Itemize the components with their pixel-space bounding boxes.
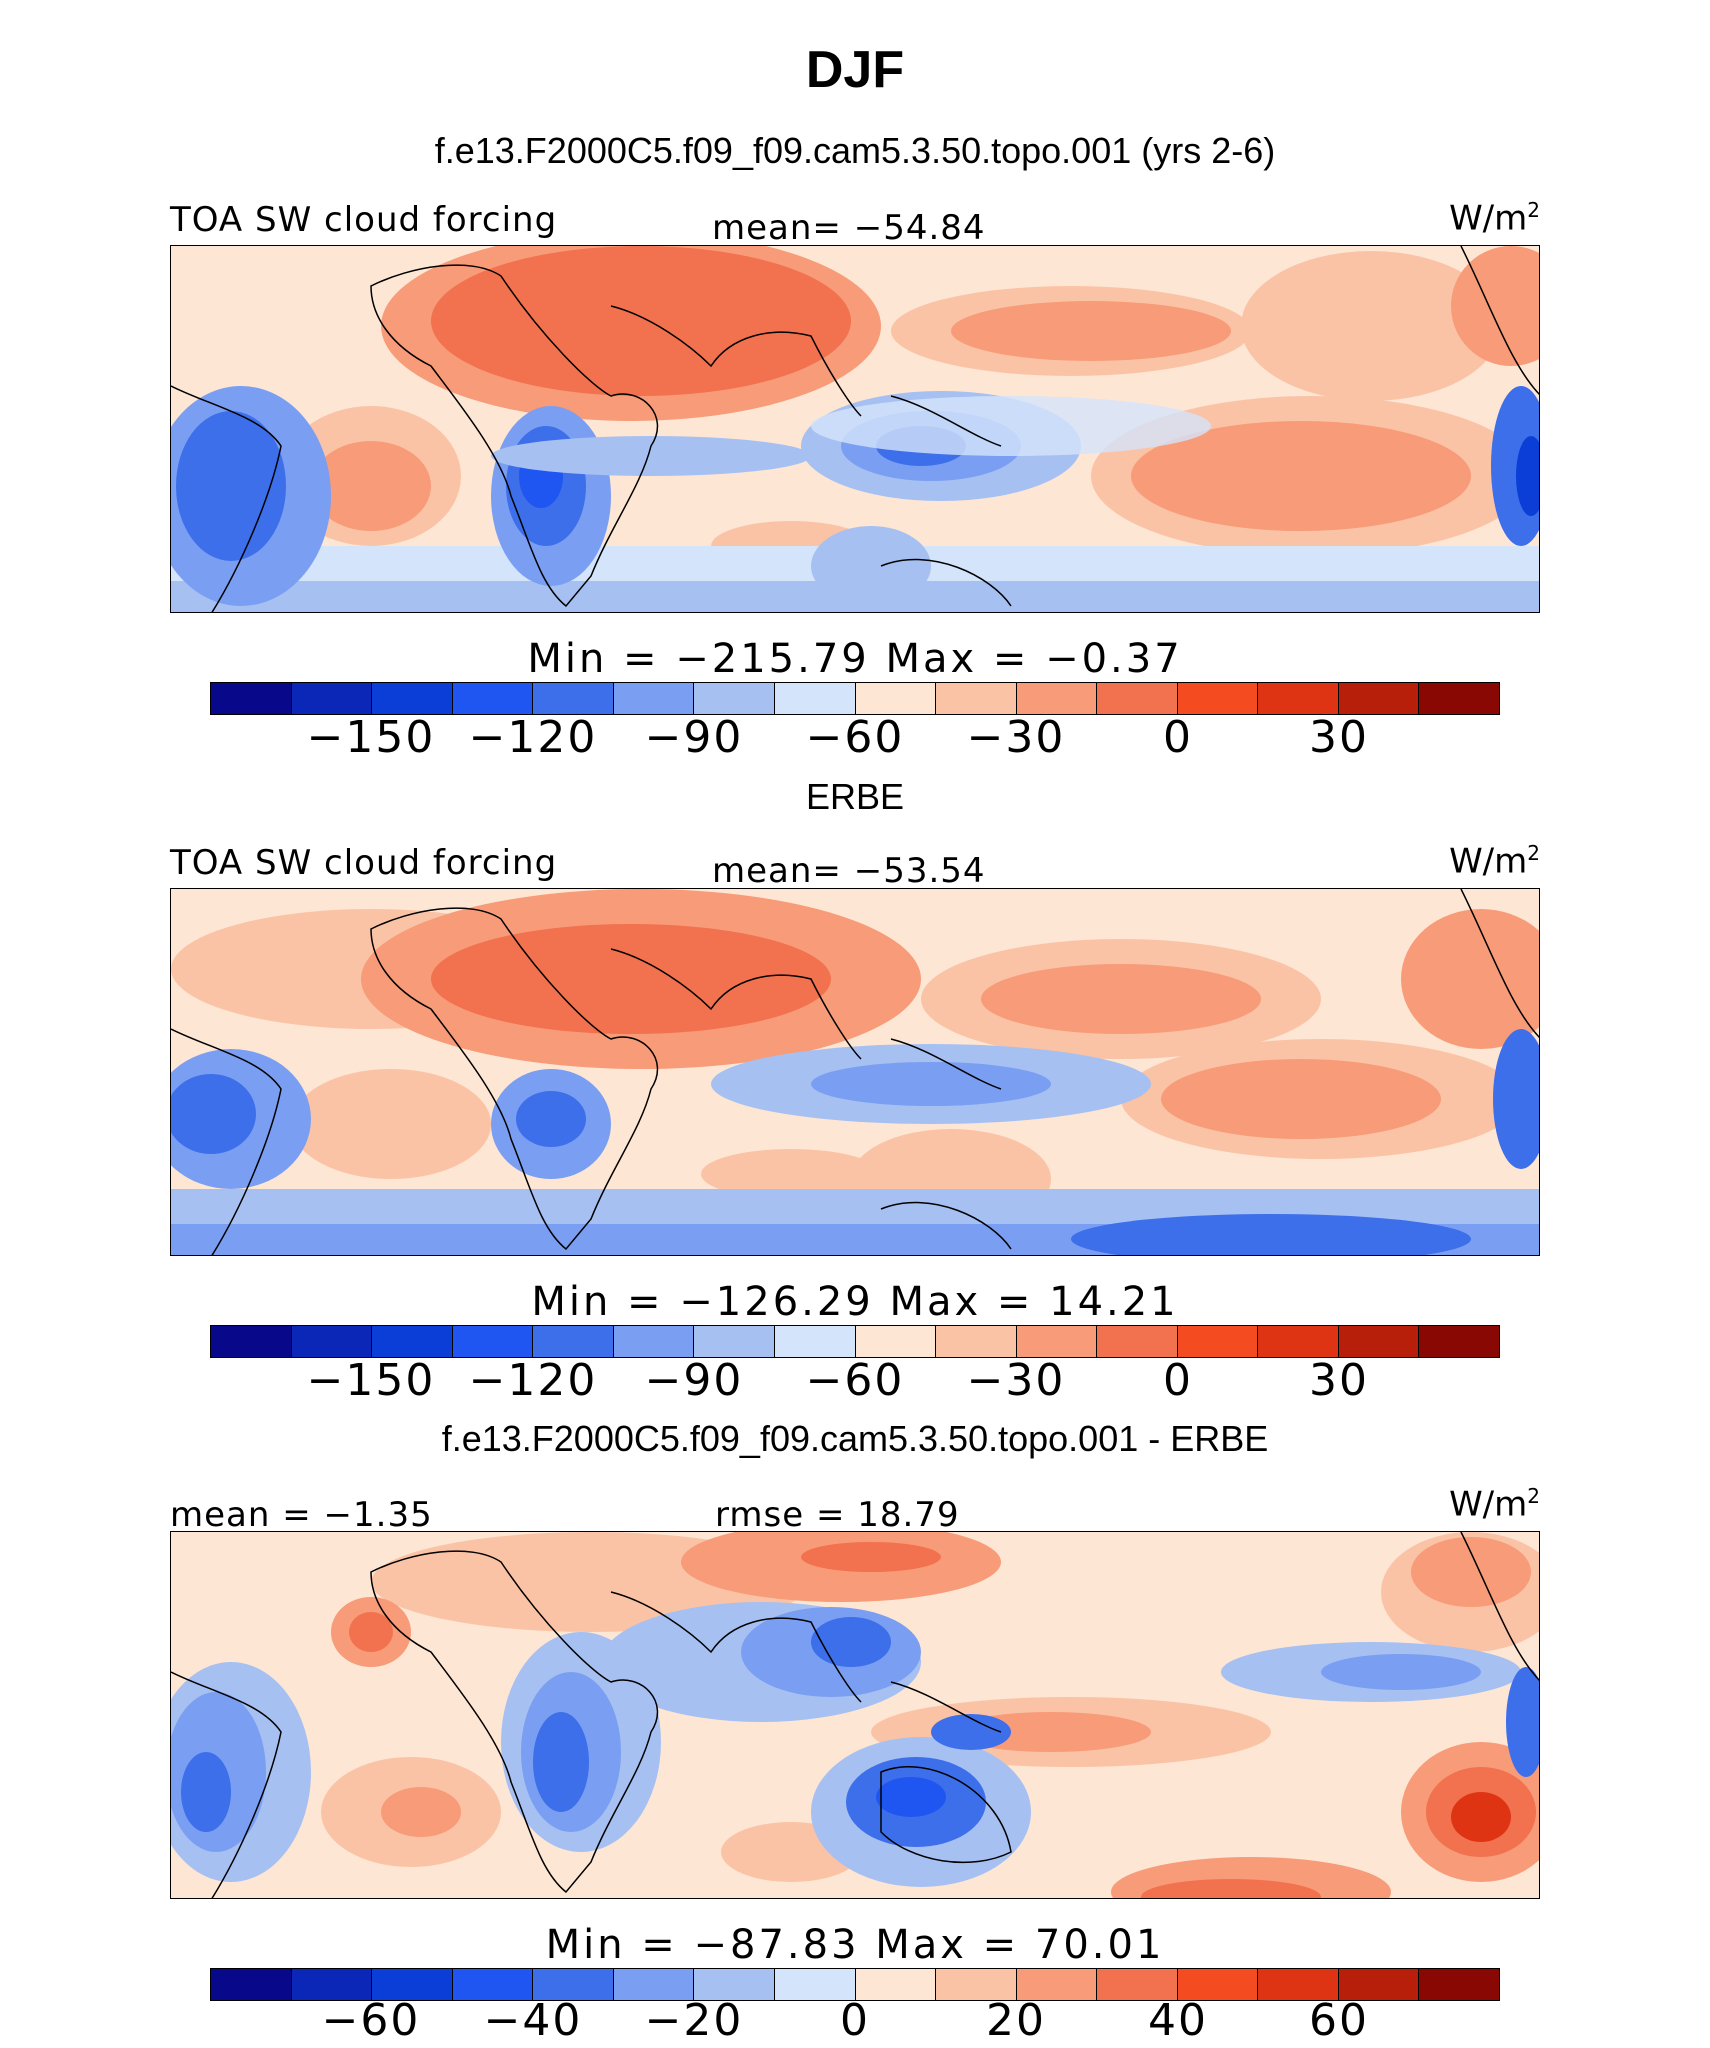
colorbar-box xyxy=(1177,1969,1259,2000)
colorbar-box xyxy=(372,1969,453,2000)
panel-3-units: W/m2 xyxy=(1449,1484,1540,1525)
panel-1-tick: 30 xyxy=(1309,712,1369,763)
panel-2-tick: 30 xyxy=(1309,1355,1369,1406)
panel-3-colorbar xyxy=(210,1968,1500,2001)
colorbar-box xyxy=(1419,1969,1499,2000)
panel-3-tick: −60 xyxy=(321,1995,421,2046)
panel-3-tick: 20 xyxy=(986,1995,1046,2046)
colorbar-box xyxy=(372,1326,453,1357)
colorbar-box xyxy=(936,1969,1017,2000)
panel-1-min-max: Min = −215.79 Max = −0.37 xyxy=(527,636,1183,682)
panel-2-min-max: Min = −126.29 Max = 14.21 xyxy=(531,1279,1179,1325)
panel-3-tick: 0 xyxy=(840,1995,870,2046)
colorbar-box xyxy=(1419,1326,1499,1357)
colorbar-box xyxy=(774,1326,856,1357)
colorbar-box xyxy=(855,683,937,714)
panel-3-tick: −40 xyxy=(483,1995,583,2046)
panel-2-tick: −120 xyxy=(468,1355,598,1406)
panel-1-tick: 0 xyxy=(1163,712,1193,763)
panel-2-tick: −150 xyxy=(306,1355,436,1406)
colorbar-box xyxy=(694,683,775,714)
colorbar-box xyxy=(936,683,1017,714)
colorbar-box xyxy=(1419,683,1499,714)
panel-1-tick: −90 xyxy=(644,712,744,763)
panel-3-min-max: Min = −87.83 Max = 70.01 xyxy=(545,1922,1165,1968)
panel-3-tick: 40 xyxy=(1148,1995,1208,2046)
colorbar-box xyxy=(291,1326,373,1357)
colorbar-box xyxy=(1258,1969,1339,2000)
colorbar-box xyxy=(372,683,453,714)
colorbar-box xyxy=(1177,683,1259,714)
colorbar-box xyxy=(1097,683,1178,714)
colorbar-box xyxy=(613,1326,695,1357)
colorbar-box xyxy=(855,1326,937,1357)
colorbar-box xyxy=(452,1326,534,1357)
panel-2-colorbar xyxy=(210,1325,1500,1358)
panel-2-variable-label: TOA SW cloud forcing xyxy=(170,843,558,883)
colorbar-box xyxy=(1177,1326,1259,1357)
panel-1-tick: −60 xyxy=(805,712,905,763)
colorbar-box xyxy=(936,1326,1017,1357)
panel-1-colorbar xyxy=(210,682,1500,715)
colorbar-box xyxy=(1338,1326,1420,1357)
colorbar-box xyxy=(774,683,856,714)
panel-2-mean-label: mean= −53.54 xyxy=(712,851,986,891)
panel-3-mean-label: mean = −1.35 xyxy=(170,1495,433,1535)
panel-1-tick: −30 xyxy=(966,712,1066,763)
panel-2-tick: 0 xyxy=(1163,1355,1193,1406)
panel-3-tick: 60 xyxy=(1309,1995,1369,2046)
panel-1-title: f.e13.F2000C5.f09_f09.cam5.3.50.topo.001… xyxy=(434,130,1276,171)
colorbar-box xyxy=(1258,1326,1339,1357)
panel-3-tick: −20 xyxy=(644,1995,744,2046)
panel-2-tick: −30 xyxy=(966,1355,1066,1406)
colorbar-box xyxy=(1016,683,1098,714)
panel-2-map xyxy=(170,888,1540,1256)
colorbar-box xyxy=(1016,1326,1098,1357)
colorbar-box xyxy=(1097,1969,1178,2000)
colorbar-box xyxy=(1338,683,1420,714)
colorbar-box xyxy=(1338,1969,1420,2000)
colorbar-box xyxy=(211,683,292,714)
colorbar-box xyxy=(613,683,695,714)
colorbar-box xyxy=(291,683,373,714)
figure-title: DJF xyxy=(805,41,905,99)
colorbar-box xyxy=(855,1969,937,2000)
colorbar-box xyxy=(291,1969,373,2000)
panel-3-map xyxy=(170,1531,1540,1899)
colorbar-box xyxy=(694,1326,775,1357)
panel-1-variable-label: TOA SW cloud forcing xyxy=(170,200,558,240)
colorbar-box xyxy=(211,1326,292,1357)
panel-3-title: f.e13.F2000C5.f09_f09.cam5.3.50.topo.001… xyxy=(441,1418,1269,1459)
panel-1-units: W/m2 xyxy=(1449,198,1540,239)
colorbar-box xyxy=(533,1326,614,1357)
panel-3-rmse-label: rmse = 18.79 xyxy=(715,1495,960,1535)
colorbar-box xyxy=(452,683,534,714)
panel-1-map xyxy=(170,245,1540,613)
colorbar-box xyxy=(533,683,614,714)
panel-1-mean-label: mean= −54.84 xyxy=(712,208,986,248)
panel-2-tick: −60 xyxy=(805,1355,905,1406)
colorbar-box xyxy=(452,1969,534,2000)
colorbar-box xyxy=(533,1969,614,2000)
panel-1-tick: −120 xyxy=(468,712,598,763)
colorbar-box xyxy=(694,1969,775,2000)
panel-1-tick: −150 xyxy=(306,712,436,763)
colorbar-box xyxy=(1016,1969,1098,2000)
panel-2-units: W/m2 xyxy=(1449,841,1540,882)
colorbar-box xyxy=(211,1969,292,2000)
panel-2-tick: −90 xyxy=(644,1355,744,1406)
colorbar-box xyxy=(1097,1326,1178,1357)
colorbar-box xyxy=(1258,683,1339,714)
panel-2-title: ERBE xyxy=(805,776,905,817)
colorbar-box xyxy=(774,1969,856,2000)
colorbar-box xyxy=(613,1969,695,2000)
